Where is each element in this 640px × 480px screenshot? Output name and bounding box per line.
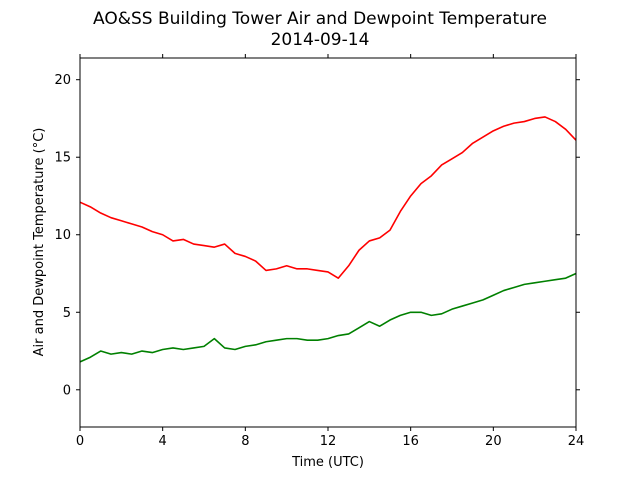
plot-frame: [79, 57, 577, 428]
x-tick-label: 12: [320, 434, 337, 449]
y-tick-label: 5: [63, 306, 71, 321]
y-axis-label: Air and Dewpoint Temperature (°C): [32, 128, 47, 357]
chart-title: AO&SS Building Tower Air and Dewpoint Te…: [93, 9, 547, 29]
series-line-0: [79, 116, 577, 279]
x-tick-label: 4: [159, 434, 167, 449]
x-tick-label: 16: [402, 434, 419, 449]
y-tick-label: 10: [54, 228, 71, 243]
y-tick-label: 0: [63, 383, 71, 398]
x-tick-label: 8: [241, 434, 249, 449]
x-tick-label: 24: [568, 434, 585, 449]
x-axis-label: Time (UTC): [291, 455, 364, 470]
series-line-1: [79, 272, 577, 363]
tick-layer: 0 4 8 12 16 20 24 0 5 10 15 20: [54, 54, 584, 449]
y-tick-label: 15: [54, 151, 71, 166]
series-layer: [79, 116, 577, 363]
chart-subtitle: 2014-09-14: [271, 30, 370, 50]
x-tick-label: 20: [485, 434, 502, 449]
x-tick-label: 0: [76, 434, 84, 449]
y-tick-label: 20: [54, 73, 71, 88]
